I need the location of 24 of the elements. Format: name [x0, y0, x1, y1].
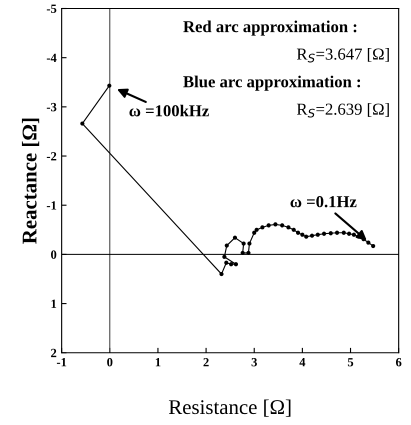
y-tick-label: -5	[46, 4, 56, 13]
y-tick-label: 2	[51, 348, 56, 358]
y-tick-label: -2	[46, 152, 56, 160]
annotation: R$_{S}$=2.639 [Ω]	[296, 103, 389, 118]
y-axis-title: Reactance [Ω]	[22, 118, 40, 244]
x-tick-label: 3	[252, 358, 257, 366]
y-tick-label: -4	[46, 54, 57, 62]
x-tick-label: 5	[348, 358, 354, 366]
annotation: R$_{S}$=3.647 [Ω]	[296, 48, 389, 62]
x-tick-label: 0	[107, 358, 112, 366]
y-tick-label: -1	[46, 201, 56, 210]
annotation: Blue arc approximation :	[183, 76, 360, 91]
x-tick-label: -1	[56, 358, 66, 366]
x-tick-label: 4	[299, 358, 306, 366]
annotation: ω =100kHz	[129, 104, 209, 116]
y-tick-label: 1	[52, 300, 56, 308]
annotation: Red arc approximation :	[183, 20, 356, 36]
y-tick-label: -3	[46, 102, 56, 112]
x-axis-title: Resistance [Ω]	[168, 400, 290, 417]
x-tick-label: 2	[203, 358, 209, 366]
annotation: ω =0.1Hz	[290, 196, 356, 208]
y-tick-label: 0	[51, 250, 56, 259]
x-tick-label: 1	[156, 358, 160, 366]
x-tick-label: 6	[396, 358, 402, 366]
